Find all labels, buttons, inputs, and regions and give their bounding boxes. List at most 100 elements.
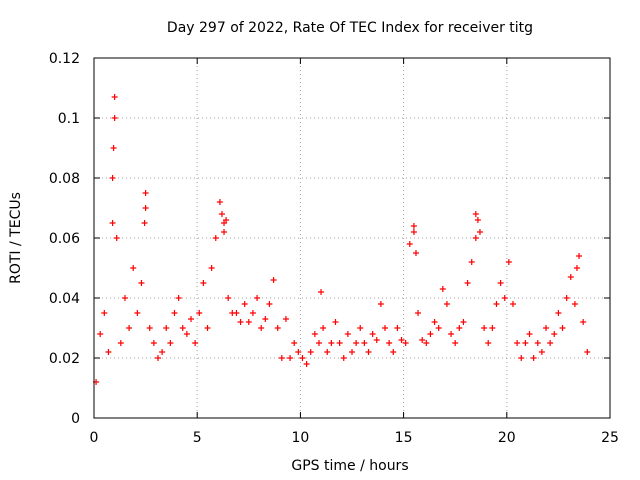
data-point <box>101 310 108 316</box>
data-point <box>249 310 256 316</box>
data-point <box>245 319 252 325</box>
data-point <box>509 301 516 307</box>
x-tick-label: 15 <box>395 430 413 446</box>
data-point <box>109 220 116 226</box>
data-point <box>398 337 405 343</box>
data-point <box>258 325 265 331</box>
data-point <box>212 235 219 241</box>
data-point <box>241 301 248 307</box>
data-point <box>113 235 120 241</box>
data-point <box>299 355 306 361</box>
data-point <box>489 325 496 331</box>
data-point <box>171 310 178 316</box>
data-point <box>497 280 504 286</box>
x-tick-label: 10 <box>291 430 309 446</box>
data-point <box>196 310 203 316</box>
data-point <box>571 301 578 307</box>
plot-frame <box>93 57 611 419</box>
data-point <box>192 340 199 346</box>
data-point <box>443 301 450 307</box>
y-tick-label: 0.1 <box>58 111 80 127</box>
data-point <box>439 286 446 292</box>
data-point <box>377 301 384 307</box>
data-point <box>543 325 550 331</box>
data-point <box>555 310 562 316</box>
y-axis-label: ROTI / TECUs <box>8 192 24 284</box>
data-point <box>179 325 186 331</box>
data-point <box>328 340 335 346</box>
data-point <box>476 229 483 235</box>
data-point <box>423 340 430 346</box>
data-point <box>97 331 104 337</box>
data-point <box>390 349 397 355</box>
data-point <box>320 325 327 331</box>
data-point <box>472 211 479 217</box>
data-point <box>159 349 166 355</box>
data-point <box>318 289 325 295</box>
data-point <box>551 331 558 337</box>
data-point <box>357 325 364 331</box>
data-point <box>485 340 492 346</box>
data-point <box>340 355 347 361</box>
data-point <box>431 319 438 325</box>
data-point <box>460 319 467 325</box>
data-point <box>365 349 372 355</box>
data-point <box>386 340 393 346</box>
data-point <box>126 325 133 331</box>
y-tick-label: 0.02 <box>49 351 80 367</box>
data-point <box>402 340 409 346</box>
data-point <box>344 331 351 337</box>
data-point <box>448 331 455 337</box>
y-tick-label: 0.12 <box>49 51 80 67</box>
data-point <box>464 280 471 286</box>
data-point <box>530 355 537 361</box>
data-point <box>349 349 355 355</box>
data-point <box>468 259 475 265</box>
data-point <box>435 325 442 331</box>
data-point <box>287 355 294 361</box>
data-point <box>514 340 521 346</box>
data-point <box>146 325 153 331</box>
data-point <box>121 295 128 301</box>
data-point <box>233 310 240 316</box>
data-point <box>474 217 481 223</box>
data-point <box>452 340 459 346</box>
data-point <box>200 280 207 286</box>
data-point <box>518 355 525 361</box>
data-point <box>208 265 215 271</box>
data-point <box>278 355 285 361</box>
data-point <box>105 349 112 355</box>
data-marks <box>93 94 591 385</box>
data-point <box>138 280 145 286</box>
data-point <box>163 325 170 331</box>
data-point <box>175 295 182 301</box>
data-point <box>406 241 413 247</box>
data-point <box>221 229 228 235</box>
y-tick-label: 0.04 <box>49 291 80 307</box>
data-point <box>373 337 380 343</box>
data-point <box>204 325 211 331</box>
data-point <box>472 235 479 241</box>
x-tick-label: 5 <box>193 430 202 446</box>
data-point <box>109 175 116 181</box>
data-point <box>311 331 318 337</box>
data-point <box>183 331 190 337</box>
data-point <box>580 319 587 325</box>
data-point <box>142 190 149 196</box>
data-point <box>110 145 117 151</box>
x-tick-label: 20 <box>498 430 516 446</box>
data-point <box>130 265 137 271</box>
data-point <box>216 199 223 205</box>
data-point <box>576 253 583 259</box>
data-point <box>266 301 273 307</box>
data-point <box>547 340 554 346</box>
data-point <box>307 349 314 355</box>
data-point <box>559 325 566 331</box>
data-point <box>111 115 118 121</box>
data-point <box>315 340 322 346</box>
data-point <box>382 325 389 331</box>
data-point <box>324 349 331 355</box>
data-point <box>142 205 149 211</box>
data-point <box>567 274 574 280</box>
